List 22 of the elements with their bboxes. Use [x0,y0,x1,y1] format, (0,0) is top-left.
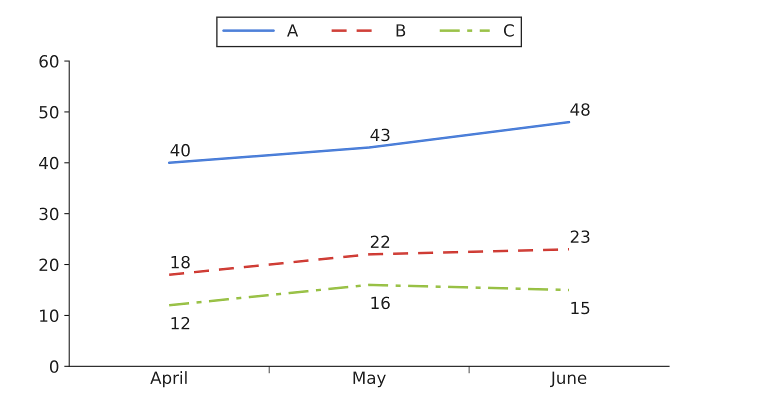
data-label: 40 [170,144,190,157]
x-tick-label: April [150,371,187,388]
data-label: 16 [371,296,390,310]
x-tick-label: May [354,372,386,388]
y-tick-label: 10 [40,309,58,322]
x-tick-label: June [550,372,586,388]
data-label: 15 [571,302,590,314]
legend-label: C [504,24,514,37]
y-tick-label: 30 [40,208,58,220]
y-tick-label: 40 [39,156,58,170]
legend-label: B [396,24,406,36]
data-label: 43 [370,128,390,142]
data-label: 12 [172,316,190,330]
data-label: 18 [172,256,190,268]
y-tick-label: 20 [40,258,58,272]
data-label: 22 [370,235,390,248]
data-label: 23 [570,230,590,244]
data-label: 48 [570,103,590,116]
y-tick-label: 0 [50,360,58,373]
y-tick-label: 50 [40,106,58,118]
y-tick-label: 60 [39,55,58,68]
legend-label: A [287,24,298,36]
